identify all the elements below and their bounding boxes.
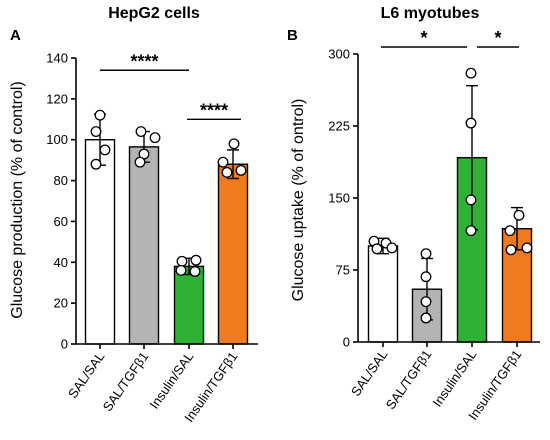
bar-1: [84, 139, 116, 345]
data-point: [90, 126, 102, 137]
data-point: [175, 265, 187, 276]
data-point: [513, 209, 525, 221]
bar-4: [217, 163, 249, 345]
data-point: [465, 225, 477, 237]
data-point: [176, 255, 188, 267]
significance-label: *: [494, 28, 501, 48]
data-point: [90, 158, 102, 170]
data-point: [235, 164, 247, 176]
data-point: [190, 254, 202, 266]
y-tick-label: 100: [46, 132, 68, 147]
y-tick-label: 150: [328, 191, 350, 206]
data-point: [465, 117, 477, 129]
panel-a-ylabel: Glucose production (% of control): [9, 81, 26, 318]
data-point: [465, 67, 477, 79]
x-tick-label: SAL/SAL: [348, 347, 391, 399]
data-point: [99, 144, 111, 156]
panel-a-plot: 0 20 40 60 80 100 120 140 SAL/SALSAL/TGFβ1Insuli…: [46, 51, 258, 425]
y-tick-label: 80: [54, 173, 68, 188]
data-point: [420, 296, 432, 308]
y-tick-label: 75: [336, 263, 350, 278]
data-point: [221, 166, 233, 178]
data-point: [504, 225, 516, 237]
significance-label: ****: [200, 100, 228, 120]
significance-label: ****: [130, 51, 158, 71]
y-tick-label: 140: [46, 51, 68, 66]
data-point: [228, 138, 240, 150]
y-tick-label: 120: [46, 91, 68, 106]
x-tick-label: SAL/SAL: [65, 349, 108, 401]
data-point: [371, 243, 383, 255]
data-point: [134, 156, 146, 168]
data-point: [505, 244, 517, 256]
data-point: [189, 266, 201, 277]
data-point: [420, 312, 432, 324]
bar-1: [367, 245, 399, 343]
y-tick-label: 225: [328, 119, 350, 134]
y-tick-label: 0: [61, 337, 68, 352]
panel-a-title: HepG2 cells: [108, 5, 200, 22]
data-point: [465, 194, 477, 206]
x-tick-label: Insulin/SAL: [146, 349, 196, 411]
y-tick-label: 40: [54, 255, 68, 270]
y-tick-label: 60: [54, 214, 68, 229]
panel-b-title: L6 myotubes: [381, 5, 480, 22]
bar-3: [173, 265, 205, 345]
y-tick-label: 300: [328, 47, 350, 62]
data-point: [521, 242, 533, 254]
panel-a-letter: A: [10, 27, 21, 44]
y-tick-label: 0: [343, 335, 350, 350]
bar-2: [128, 146, 160, 345]
x-tick-label: SAL/TGFβ1: [100, 349, 152, 414]
panel-b-plot: 075150225300SAL/SALSAL/TGFβ1Insulin/SALI…: [328, 28, 540, 423]
data-point: [217, 156, 229, 168]
panel-b-ylabel: Glucose uptake (% of ontrol): [290, 99, 307, 302]
significance-label: *: [420, 28, 427, 48]
data-point: [420, 271, 432, 283]
y-tick-label: 20: [54, 296, 68, 311]
data-point: [149, 132, 161, 144]
data-point: [386, 242, 398, 254]
data-point: [94, 109, 106, 121]
panel-b-letter: B: [287, 27, 298, 44]
x-tick-label: Insulin/SAL: [429, 347, 479, 409]
data-point: [420, 248, 432, 260]
x-tick-label: SAL/TGFβ1: [383, 347, 435, 412]
data-point: [135, 126, 147, 137]
